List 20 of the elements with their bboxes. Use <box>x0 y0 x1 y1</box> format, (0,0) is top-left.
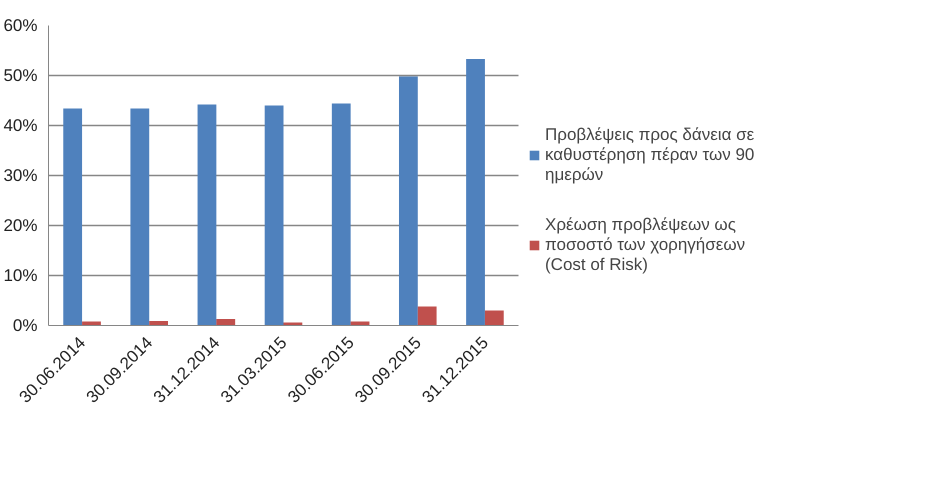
y-tick-label: 30% <box>3 166 38 185</box>
bar <box>418 306 437 326</box>
bar <box>484 310 504 326</box>
y-tick-label: 40% <box>3 116 38 135</box>
bar <box>198 104 216 326</box>
y-tick-label: 10% <box>3 266 38 285</box>
bar <box>466 59 485 326</box>
bar <box>130 108 150 326</box>
legend-label: Προβλέψεις προς δάνεια σε καθυστέρηση πέραν των 90 ημερών <box>545 124 754 184</box>
legend-label: Χρέωση προβλέψεων ως ποσοστό των χορηγήσεων (Cost of Risk) <box>545 214 746 274</box>
bar <box>398 76 418 326</box>
y-tick-label: 50% <box>3 66 38 85</box>
y-tick-label: 0% <box>12 316 38 335</box>
y-tick-label: 60% <box>3 16 38 35</box>
bar <box>332 104 351 326</box>
bar <box>264 106 284 326</box>
bar <box>149 321 168 326</box>
bar <box>216 319 236 326</box>
y-tick-label: 20% <box>3 216 38 235</box>
bar <box>63 108 82 326</box>
